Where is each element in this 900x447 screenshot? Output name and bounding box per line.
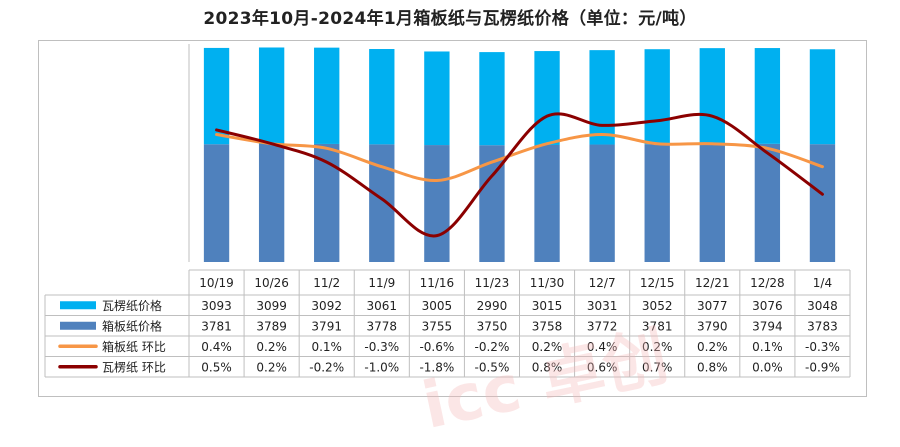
table-cell: 3052 xyxy=(642,299,673,313)
legend-label: 瓦楞纸 环比 xyxy=(102,359,166,374)
chart-title: 2023年10月-2024年1月箱板纸与瓦楞纸价格（单位：元/吨） xyxy=(203,9,697,29)
table-cell: 3076 xyxy=(752,299,783,313)
x-tick-label: 10/19 xyxy=(199,276,234,290)
table-cell: 3061 xyxy=(367,299,398,313)
bar-boxboard-11/16 xyxy=(424,145,450,262)
table-cell: 0.2% xyxy=(697,340,728,354)
table-cell: -1.8% xyxy=(419,360,454,374)
bar-boxboard-11/9 xyxy=(369,144,395,262)
table-cell: -0.2% xyxy=(309,360,344,374)
table-cell: 3755 xyxy=(422,319,453,333)
bar-corrugated-11/30 xyxy=(534,51,560,145)
x-tick-label: 12/15 xyxy=(640,276,675,290)
bar-corrugated-10/26 xyxy=(258,47,285,144)
legend-label: 箱板纸 环比 xyxy=(102,339,166,354)
table-cell: 0.2% xyxy=(642,340,673,354)
table-cell: 3031 xyxy=(587,299,618,313)
bar-corrugated-12/28 xyxy=(754,48,781,144)
table-cell: 0.6% xyxy=(587,360,618,374)
bar-boxboard-12/15 xyxy=(644,144,670,262)
bar-boxboard-12/21 xyxy=(699,143,725,262)
bar-corrugated-10/19 xyxy=(203,47,230,145)
line-boxboard-mom xyxy=(215,133,824,182)
bar-corrugated-1/4 xyxy=(809,49,836,145)
bar-corrugated-12/15 xyxy=(644,49,670,145)
table-cell: 2990 xyxy=(477,299,508,313)
table-cell: 3048 xyxy=(807,299,838,313)
table-cell: -1.0% xyxy=(364,360,399,374)
table-cell: 3772 xyxy=(587,319,618,333)
table-cell: -0.2% xyxy=(475,340,510,354)
table-cell: 3758 xyxy=(532,319,563,333)
bar-corrugated-11/16 xyxy=(424,51,450,146)
chart-frame xyxy=(38,40,867,397)
bar-boxboard-12/28 xyxy=(754,143,781,262)
x-tick-label: 11/2 xyxy=(313,276,340,290)
table-cell: 0.8% xyxy=(697,360,728,374)
table-cell: 3750 xyxy=(477,319,508,333)
table-cell: -0.3% xyxy=(364,340,399,354)
x-tick-label: 11/30 xyxy=(530,276,565,290)
table-cell: 3781 xyxy=(642,319,673,333)
bar-boxboard-10/26 xyxy=(258,143,285,262)
x-tick-label: 11/23 xyxy=(475,276,510,290)
table-cell: 3789 xyxy=(256,319,287,333)
table-cell: 3790 xyxy=(697,319,728,333)
table-cell: -0.6% xyxy=(419,340,454,354)
x-tick-label: 1/4 xyxy=(813,276,832,290)
bar-boxboard-1/4 xyxy=(809,144,836,262)
bar-corrugated-12/21 xyxy=(699,48,725,144)
table-cell: -0.5% xyxy=(475,360,510,374)
x-tick-label: 12/7 xyxy=(589,276,616,290)
chart-svg: 10/19 10/26 11/2 11/9 11/16 11/23 11/30 12/7 12/… xyxy=(44,44,851,378)
table-cell: 3794 xyxy=(752,319,783,333)
x-tick-label: 12/28 xyxy=(750,276,785,290)
table-cell: 3099 xyxy=(256,299,287,313)
table-cell: 0.4% xyxy=(201,340,232,354)
table-cell: -0.3% xyxy=(805,340,840,354)
legend-swatch xyxy=(60,301,96,310)
table-cell: 0.2% xyxy=(256,360,287,374)
legend-label: 瓦楞纸价格 xyxy=(102,298,162,313)
table-cell: 0.2% xyxy=(532,340,563,354)
line-corrugated-mom xyxy=(215,112,824,238)
table-cell: 0.2% xyxy=(256,340,287,354)
table-cell: 0.4% xyxy=(587,340,618,354)
table-cell: 0.8% xyxy=(532,360,563,374)
table-cell: 0.1% xyxy=(752,340,783,354)
table-cell: 3783 xyxy=(807,319,838,333)
legend-label: 箱板纸价格 xyxy=(102,318,162,333)
table-cell: 3092 xyxy=(311,299,342,313)
table-cell: 0.1% xyxy=(311,340,342,354)
bar-boxboard-11/30 xyxy=(534,144,560,262)
x-tick-label: 11/9 xyxy=(368,276,395,290)
table-cell: 0.5% xyxy=(201,360,232,374)
table-cell: 3005 xyxy=(422,299,453,313)
table-cell: 3778 xyxy=(367,319,398,333)
bar-corrugated-12/7 xyxy=(589,50,615,145)
table-cell: 3093 xyxy=(201,299,232,313)
bar-corrugated-11/2 xyxy=(314,47,340,144)
table-cell: 0.0% xyxy=(752,360,783,374)
table-cell: 0.7% xyxy=(642,360,673,374)
bar-boxboard-12/7 xyxy=(589,144,615,262)
bar-corrugated-11/9 xyxy=(369,49,395,145)
table-cell: -0.9% xyxy=(805,360,840,374)
table-cell: 3791 xyxy=(311,319,342,333)
x-tick-label: 12/21 xyxy=(695,276,730,290)
x-tick-label: 10/26 xyxy=(254,276,289,290)
bar-boxboard-10/19 xyxy=(203,144,230,262)
legend-swatch xyxy=(60,321,96,330)
table-cell: 3077 xyxy=(697,299,728,313)
bar-corrugated-11/23 xyxy=(479,52,505,146)
table-cell: 3015 xyxy=(532,299,563,313)
table-cell: 3781 xyxy=(201,319,232,333)
x-tick-label: 11/16 xyxy=(420,276,455,290)
